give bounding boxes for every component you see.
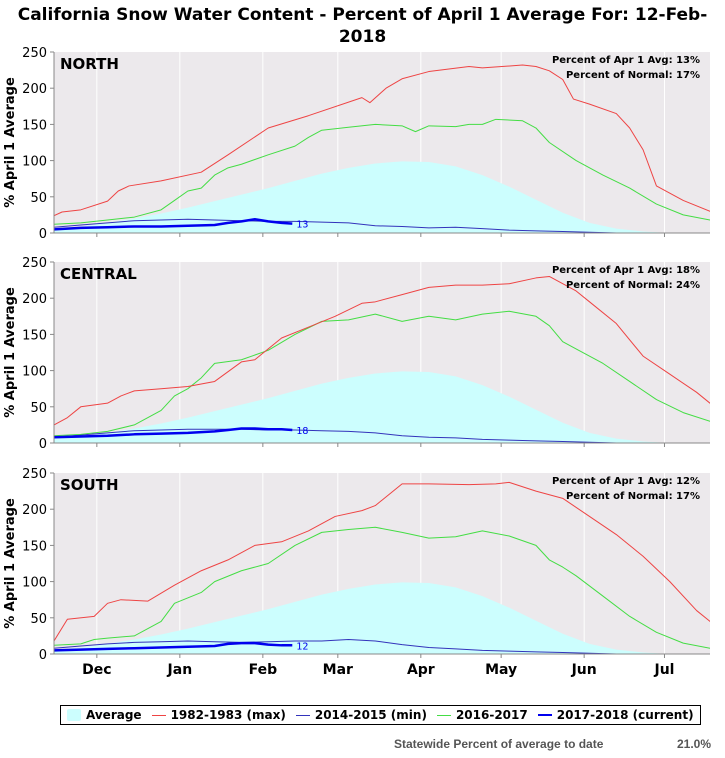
legend-item-avg: Average bbox=[67, 708, 142, 722]
legend-item-min: 2014-2015 (min) bbox=[295, 708, 427, 722]
y-tick-label: 0 bbox=[39, 227, 47, 242]
current-value-label: 12 bbox=[296, 641, 308, 652]
series-average-area bbox=[54, 161, 670, 233]
series-2017-2018-current bbox=[54, 641, 293, 652]
legend-label: 2014-2015 (min) bbox=[314, 708, 427, 722]
legend-item-y2017: 2016-2017 bbox=[436, 708, 528, 722]
series-1982-1983-max bbox=[54, 481, 710, 642]
y-axis-label: % April 1 Average bbox=[3, 287, 18, 418]
legend-swatch bbox=[537, 714, 552, 716]
y-axis-label: % April 1 Average bbox=[3, 498, 18, 629]
y-tick-label: 0 bbox=[39, 437, 47, 452]
y-tick-label: 250 bbox=[22, 46, 47, 61]
y-tick-label: 100 bbox=[22, 576, 47, 591]
statewide-value: 21.0% bbox=[677, 737, 712, 751]
y-tick-label: 200 bbox=[22, 503, 47, 518]
region-name-south: SOUTH bbox=[60, 476, 119, 494]
percent-normal: Percent of Normal: 24% bbox=[566, 280, 700, 291]
y-tick-label: 150 bbox=[22, 118, 47, 133]
x-tick-label: Jun bbox=[571, 662, 597, 678]
percent-normal: Percent of Normal: 17% bbox=[566, 70, 700, 81]
y-tick-label: 0 bbox=[39, 648, 47, 663]
region-name-central: CENTRAL bbox=[60, 265, 137, 283]
y-tick-label: 250 bbox=[22, 256, 47, 271]
series-2014-2015-min bbox=[54, 428, 617, 443]
y-tick-label: 200 bbox=[22, 82, 47, 97]
legend: Average 1982-1983 (max) 2014-2015 (min) 201… bbox=[60, 705, 701, 725]
legend-swatch bbox=[436, 714, 451, 716]
x-tick-label: Dec bbox=[82, 662, 111, 678]
legend-label: 1982-1983 (max) bbox=[170, 708, 286, 722]
legend-swatch bbox=[67, 709, 81, 721]
y-tick-label: 100 bbox=[22, 365, 47, 380]
series-2017-2018-current bbox=[54, 427, 293, 439]
y-tick-label: 100 bbox=[22, 155, 47, 170]
legend-item-current: 2017-2018 (current) bbox=[537, 708, 694, 722]
statewide-label: Statewide Percent of average to date bbox=[394, 737, 604, 751]
x-tick-label: Mar bbox=[323, 662, 353, 678]
percent-normal: Percent of Normal: 17% bbox=[566, 491, 700, 502]
series-2014-2015-min bbox=[54, 218, 617, 233]
series-1982-1983-max bbox=[54, 275, 710, 426]
current-value-label: 18 bbox=[296, 426, 308, 437]
current-value-label: 13 bbox=[296, 220, 308, 231]
y-tick-label: 150 bbox=[22, 328, 47, 343]
legend-swatch bbox=[295, 714, 310, 716]
legend-item-max: 1982-1983 (max) bbox=[151, 708, 286, 722]
y-tick-label: 50 bbox=[30, 401, 47, 416]
series-2017-2018-current bbox=[54, 217, 293, 231]
x-tick-label: Feb bbox=[249, 662, 278, 678]
series-average-area bbox=[54, 582, 670, 654]
percent-apr1-avg: Percent of Apr 1 Avg: 12% bbox=[552, 476, 700, 487]
legend-label: 2016-2017 bbox=[455, 708, 528, 722]
series-average-area bbox=[54, 371, 670, 443]
series-2014-2015-min bbox=[54, 639, 617, 654]
series-1982-1983-max bbox=[54, 64, 710, 217]
percent-apr1-avg: Percent of Apr 1 Avg: 18% bbox=[552, 265, 700, 276]
y-tick-label: 150 bbox=[22, 539, 47, 554]
y-tick-label: 250 bbox=[22, 467, 47, 482]
x-tick-label: Jul bbox=[653, 662, 674, 678]
x-tick-label: Apr bbox=[407, 662, 435, 678]
series-2016-2017 bbox=[54, 526, 710, 649]
x-tick-label: May bbox=[485, 662, 517, 678]
legend-label: 2017-2018 (current) bbox=[556, 708, 694, 722]
y-axis-label: % April 1 Average bbox=[3, 77, 18, 208]
y-tick-label: 200 bbox=[22, 292, 47, 307]
series-2016-2017 bbox=[54, 310, 710, 437]
series-2016-2017 bbox=[54, 118, 710, 225]
percent-apr1-avg: Percent of Apr 1 Avg: 13% bbox=[552, 55, 700, 66]
y-tick-label: 50 bbox=[30, 612, 47, 627]
chart-title: California Snow Water Content - Percent … bbox=[17, 5, 708, 47]
y-tick-label: 50 bbox=[30, 191, 47, 206]
snow-charts: 13 0 50 100 150 200 250 % April 1 Average NORTH P… bbox=[3, 46, 710, 678]
legend-swatch bbox=[151, 714, 166, 716]
region-name-north: NORTH bbox=[60, 55, 119, 73]
x-tick-label: Jan bbox=[167, 662, 193, 678]
legend-label: Average bbox=[86, 708, 142, 722]
